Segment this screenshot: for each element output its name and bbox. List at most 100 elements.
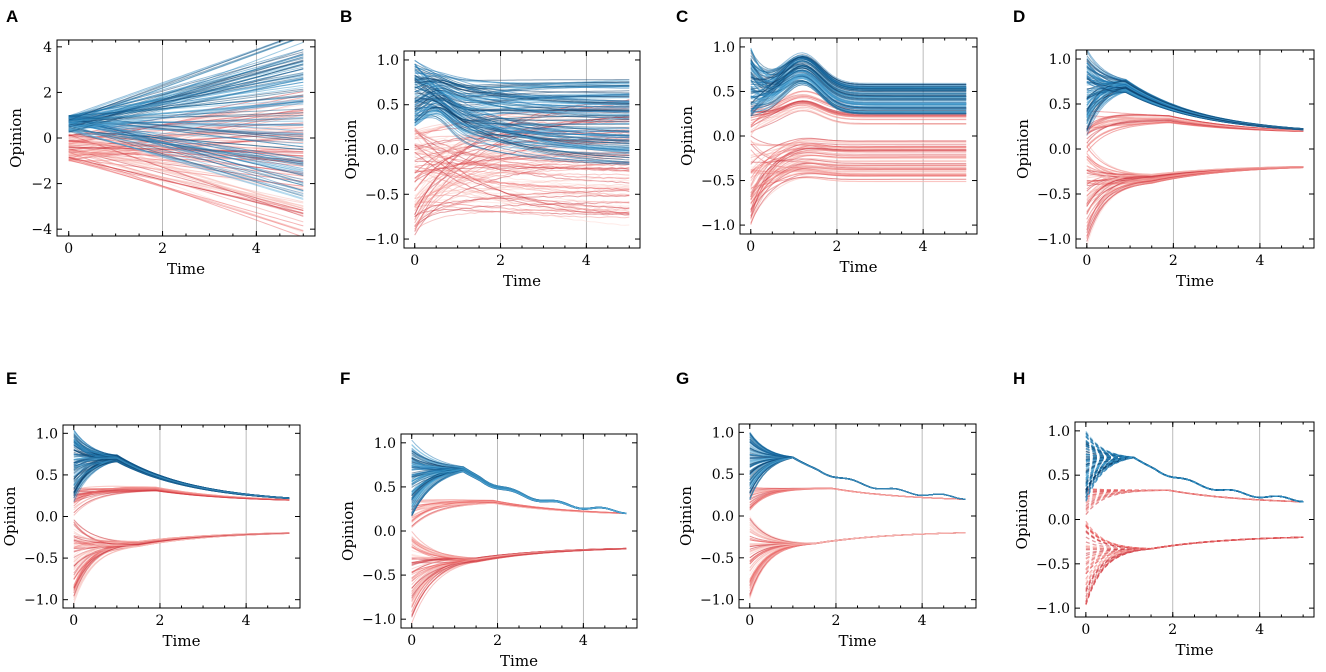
red-trajectory	[68, 126, 304, 146]
red-trajectory	[68, 91, 304, 137]
red-trajectory	[750, 170, 967, 176]
y-tick-label: −2	[31, 177, 52, 193]
blue-trajectory	[750, 80, 967, 112]
red-trajectory	[750, 100, 967, 119]
blue-trajectory	[68, 116, 304, 173]
blue-trajectory	[750, 58, 967, 90]
x-tick-label: 2	[158, 241, 167, 257]
blue-trajectory	[68, 81, 304, 121]
blue-trajectory	[68, 124, 304, 128]
red-trajectory	[68, 124, 304, 145]
blue-trajectory	[750, 56, 967, 88]
y-tick-label: −1.0	[701, 218, 735, 234]
blue-trajectory	[750, 67, 967, 100]
blue-trajectory	[749, 457, 966, 500]
blue-trajectory	[749, 457, 966, 500]
blue-trajectory	[749, 456, 966, 500]
blue-trajectory	[68, 66, 304, 121]
red-trajectory	[68, 139, 304, 175]
red-trajectory	[68, 146, 304, 233]
blue-trajectory	[68, 129, 304, 195]
red-trajectory	[73, 532, 290, 545]
blue-trajectory	[1085, 456, 1304, 503]
red-trajectory	[1085, 536, 1304, 563]
red-trajectory	[750, 169, 967, 193]
y-axis-label: Opinion	[339, 501, 357, 561]
blue-trajectory	[749, 456, 966, 500]
blue-trajectory	[750, 58, 967, 90]
blue-trajectory	[749, 456, 966, 500]
blue-trajectory	[68, 121, 304, 160]
blue-trajectory	[68, 57, 304, 118]
red-trajectory	[68, 145, 304, 155]
red-trajectory	[750, 140, 967, 197]
blue-trajectory	[750, 56, 967, 88]
y-tick-label: 0.5	[377, 98, 399, 114]
blue-trajectory	[750, 68, 967, 109]
red-trajectory	[414, 156, 630, 197]
red-trajectory	[1085, 536, 1304, 552]
red-trajectory	[68, 151, 304, 216]
blue-trajectory	[749, 457, 966, 500]
red-trajectory	[750, 157, 967, 183]
red-trajectory	[1085, 487, 1304, 503]
blue-trajectory	[749, 456, 966, 500]
red-trajectory	[1085, 536, 1304, 605]
red-trajectory	[414, 169, 630, 176]
red-trajectory	[68, 151, 304, 162]
blue-trajectory	[1085, 432, 1304, 503]
blue-trajectory	[750, 77, 967, 110]
panel-e: E 0 2 4 −1.0 −0.5 0.0 0.5 1.0 Time Opinion	[1, 369, 301, 650]
blue-trajectory	[68, 124, 304, 192]
panel-letter: G	[676, 369, 689, 388]
red-trajectory	[750, 154, 967, 171]
blue-trajectory	[750, 55, 967, 88]
blue-trajectory	[1085, 456, 1304, 503]
blue-trajectory	[1085, 456, 1304, 503]
red-trajectory	[750, 100, 967, 116]
blue-trajectory	[750, 57, 967, 112]
x-tick-label: 0	[64, 241, 73, 257]
blue-trajectory	[1085, 456, 1304, 503]
red-trajectory	[411, 502, 627, 515]
y-axis-label: Opinion	[1, 486, 19, 546]
blue-trajectory	[750, 62, 967, 94]
blue-trajectory	[750, 63, 967, 97]
blue-trajectory	[749, 457, 966, 500]
blue-trajectory	[750, 48, 967, 105]
panel-c: C 0 2 4 −1.0 −0.5 0.0 0.5 1.0 Time Opinion	[676, 7, 978, 276]
blue-trajectory	[68, 128, 304, 199]
trajectory-group	[68, 40, 304, 236]
blue-trajectory	[750, 83, 967, 115]
blue-trajectory	[1085, 456, 1304, 503]
red-trajectory	[68, 158, 304, 207]
x-tick-label: 4	[242, 613, 251, 629]
red-trajectory	[750, 94, 967, 109]
x-axis-label: Time	[503, 272, 541, 290]
blue-trajectory	[750, 66, 967, 98]
blue-trajectory	[68, 73, 304, 123]
blue-trajectory	[1085, 456, 1304, 503]
blue-trajectory	[749, 457, 966, 500]
x-tick-label: 0	[1081, 622, 1090, 638]
blue-trajectory	[750, 62, 967, 103]
blue-trajectory	[749, 456, 966, 500]
blue-trajectory	[750, 62, 967, 104]
blue-trajectory	[68, 96, 304, 117]
red-trajectory	[750, 105, 967, 134]
y-tick-label: 0.0	[712, 509, 734, 525]
red-trajectory	[68, 144, 304, 211]
blue-trajectory	[750, 67, 967, 99]
y-axis-label: Opinion	[1014, 119, 1032, 179]
red-trajectory	[750, 177, 967, 205]
red-trajectory	[1085, 536, 1304, 606]
y-tick-label: −1.0	[1037, 232, 1071, 248]
x-tick-label: 0	[69, 613, 78, 629]
y-tick-label: 4	[43, 40, 52, 56]
blue-trajectory	[750, 73, 967, 106]
blue-trajectory	[1085, 457, 1304, 503]
red-trajectory	[1085, 536, 1304, 586]
red-trajectory	[68, 136, 304, 143]
blue-trajectory	[749, 456, 966, 500]
red-trajectory	[68, 112, 304, 150]
